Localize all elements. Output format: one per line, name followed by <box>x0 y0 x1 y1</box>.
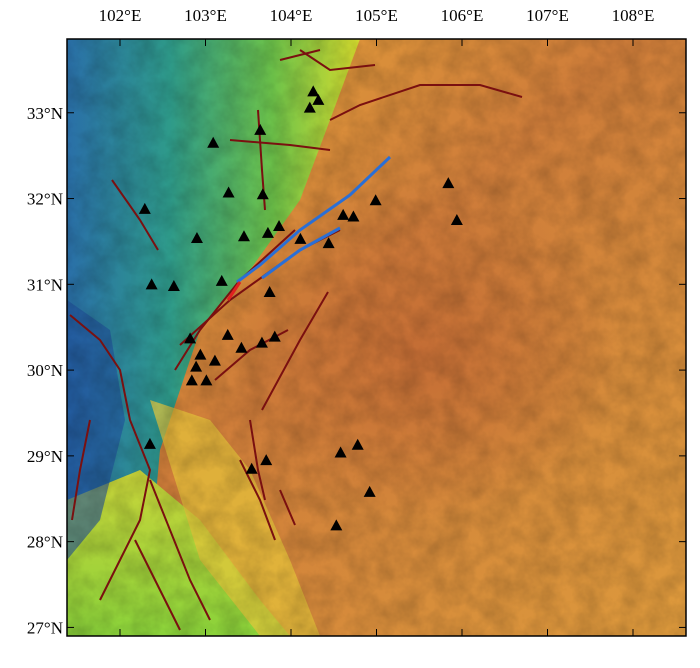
station-marker <box>222 186 235 198</box>
overlay: 102°E 103°E 104°E 105°E 106°E 107°E 108°E 33°N 3… <box>27 6 686 637</box>
station-marker <box>235 341 248 353</box>
lon-tick-label: 108°E <box>612 6 655 25</box>
station-marker <box>184 332 197 344</box>
station-marker <box>185 374 198 386</box>
station-marker <box>190 232 203 243</box>
station-marker <box>167 280 180 292</box>
lat-tick-label: 29°N <box>27 447 63 466</box>
lat-tick-label: 27°N <box>27 618 63 637</box>
lat-tick-label: 32°N <box>27 190 63 209</box>
station-marker <box>261 226 274 238</box>
lon-tick-label: 102°E <box>99 6 142 25</box>
station-marker <box>221 328 234 340</box>
rupture-line <box>226 281 242 301</box>
station-marker <box>369 194 382 206</box>
station-marker <box>207 136 220 148</box>
station-marker <box>245 462 258 474</box>
lat-tick-label: 30°N <box>27 361 63 380</box>
station-marker <box>208 354 221 366</box>
station-marker <box>334 446 347 458</box>
lon-tick-label: 107°E <box>526 6 569 25</box>
lon-tick-label: 105°E <box>355 6 398 25</box>
station-marker <box>312 93 325 105</box>
station-marker <box>260 454 273 466</box>
station-marker <box>138 202 151 214</box>
station-marker <box>273 219 286 231</box>
lat-tick-label: 28°N <box>27 533 63 552</box>
station-marker <box>307 85 320 97</box>
lon-tick-label: 104°E <box>270 6 313 25</box>
station-marker <box>194 348 207 360</box>
station-marker <box>254 123 267 135</box>
rupture-line <box>261 226 341 280</box>
station-marker <box>190 360 203 372</box>
terrain <box>67 39 686 636</box>
lon-tick-label: 103°E <box>184 6 227 25</box>
station-marker <box>330 519 343 531</box>
station-marker <box>255 336 268 348</box>
rupture-line <box>236 155 392 284</box>
station-marker <box>256 188 269 200</box>
station-marker <box>145 278 158 290</box>
station-marker <box>294 232 307 244</box>
station-marker <box>322 237 335 249</box>
station-marker <box>143 437 156 449</box>
station-marker <box>215 274 228 286</box>
station-marker <box>450 213 463 225</box>
station-marker <box>237 230 250 242</box>
lat-tick-label: 31°N <box>27 275 63 294</box>
lat-tick-label: 33°N <box>27 104 63 123</box>
station-marker <box>351 438 364 450</box>
station-marker <box>200 374 213 386</box>
station-marker <box>347 210 360 222</box>
station-marker <box>442 177 455 189</box>
station-marker <box>303 101 316 113</box>
station-marker <box>268 330 281 342</box>
station-marker <box>337 208 350 220</box>
lon-tick-label: 106°E <box>441 6 484 25</box>
station-marker <box>263 286 276 298</box>
station-marker <box>363 485 376 497</box>
